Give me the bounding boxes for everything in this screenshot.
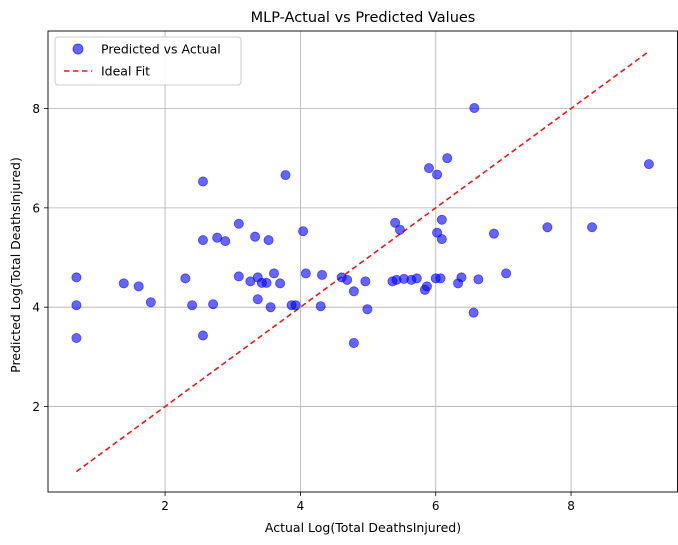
scatter-point [71,333,82,344]
legend-box [54,36,242,86]
scatter-point [360,276,371,287]
scatter-point [290,300,301,311]
scatter-point [252,294,263,305]
scatter-point [197,176,208,187]
scatter-point [233,271,244,282]
y-tick-label: 4 [32,301,40,315]
scatter-point [197,235,208,246]
legend: Predicted vs Actual Ideal Fit [54,36,242,86]
scatter-point [261,277,272,288]
ideal-fit-segment [75,50,650,473]
scatter-point [197,330,208,341]
scatter-point [432,169,443,180]
scatter-point [436,234,447,245]
scatter-point [442,153,453,164]
y-tick-label: 8 [32,102,40,116]
scatter-point [362,304,373,315]
scatter-point [421,281,432,292]
x-tick-label: 4 [297,499,305,513]
scatter-point [250,231,261,242]
legend-label-ideal: Ideal Fit [101,64,150,79]
scatter-point [394,224,405,235]
scatter-point [265,302,276,313]
scatter-point [469,102,480,113]
scatter-point [133,281,144,292]
scatter-point [587,222,598,233]
x-axis-label: Actual Log(Total DeathsInjured) [265,520,461,535]
scatter-point [435,273,446,284]
scatter-point [187,300,198,311]
scatter-point [342,274,353,285]
y-tick-label: 2 [32,400,40,414]
scatter-point [542,222,553,233]
scatter-point [275,278,286,289]
x-axis-ticks: 2 4 6 8 [161,492,575,513]
scatter-point [643,159,654,170]
scatter-point [436,214,447,225]
x-tick-label: 2 [161,499,169,513]
y-axis-label: Predicted Log(Total DeathsInjured) [8,157,23,373]
scatter-point [269,268,280,279]
scatter-point [71,300,82,311]
scatter-point [71,272,82,283]
scatter-point [456,272,467,283]
scatter-point [348,286,359,297]
ideal-fit-line [75,50,650,473]
chart-title: MLP-Actual vs Predicted Values [251,10,476,26]
scatter-point [233,218,244,229]
y-tick-label: 6 [32,201,40,215]
scatter-point [208,299,219,310]
scatter-point [145,297,156,308]
scatter-point [315,301,326,312]
scatter-point [390,217,401,228]
scatter-point [118,278,129,289]
scatter-point [263,235,274,246]
scatter-point [468,307,479,318]
scatter-point [180,273,191,284]
scatter-point [220,236,231,247]
scatter-point [300,268,311,279]
scatter-point [501,268,512,279]
scatter-point [488,228,499,239]
y-axis-ticks: 2 4 6 8 [32,102,48,414]
scatter-point [411,273,422,284]
scatter-point [423,163,434,174]
scatter-point [348,337,359,348]
scatter-point [317,269,328,280]
x-tick-label: 6 [432,499,440,513]
scatter-points [71,102,654,348]
scatter-point [473,274,484,285]
scatter-point [280,170,291,181]
legend-scatter-marker [72,43,84,55]
x-tick-label: 8 [567,499,575,513]
legend-label-predicted: Predicted vs Actual [101,42,221,57]
scatter-point [298,226,309,237]
